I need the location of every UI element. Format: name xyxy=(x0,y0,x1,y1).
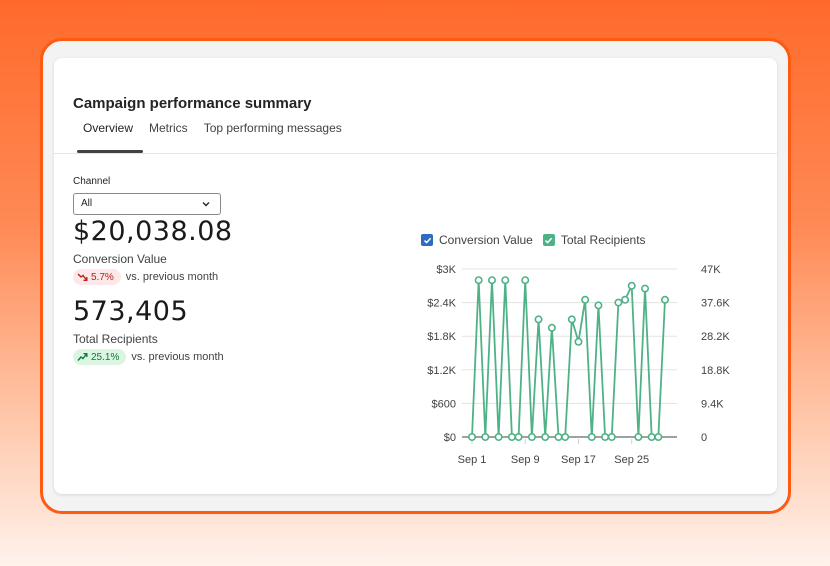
channel-selected-value: All xyxy=(81,198,93,209)
delta-percent: 25.1% xyxy=(91,351,120,363)
total-recipients-delta: 25.1% vs. previous month xyxy=(73,349,224,365)
tab-metrics[interactable]: Metrics xyxy=(149,121,188,135)
card-title: Campaign performance summary xyxy=(73,95,312,112)
checkbox-checked-icon[interactable] xyxy=(542,234,555,246)
data-point[interactable] xyxy=(621,295,630,304)
delta-comparison: vs. previous month xyxy=(131,351,224,363)
y-left-tick: $600 xyxy=(432,398,456,410)
conversion-value-amount: $20,038.08 xyxy=(73,216,233,247)
data-point[interactable] xyxy=(647,433,656,442)
data-point[interactable] xyxy=(587,433,596,442)
channel-label: Channel xyxy=(73,176,111,187)
tab-bar: Overview Metrics Top performing messages xyxy=(73,121,350,153)
data-point[interactable] xyxy=(561,433,570,442)
delta-percent: 5.7% xyxy=(91,271,114,283)
x-tick: Sep 9 xyxy=(511,454,540,466)
tab-top-performing-messages[interactable]: Top performing messages xyxy=(203,121,342,135)
delta-comparison: vs. previous month xyxy=(125,271,219,283)
data-point[interactable] xyxy=(627,281,636,290)
y-right-tick: 9.4K xyxy=(701,398,724,410)
chart-legend: Conversion Value Total Recipients xyxy=(421,233,656,247)
y-right-tick: 47K xyxy=(701,264,721,276)
campaign-summary-card: Campaign performance summary Overview Me… xyxy=(54,58,777,494)
data-point[interactable] xyxy=(581,295,590,304)
y-left-tick: $0 xyxy=(444,432,456,444)
y-right-tick: 0 xyxy=(701,432,707,444)
y-left-tick: $1.2K xyxy=(427,365,456,377)
data-point[interactable] xyxy=(594,301,603,310)
tab-overview[interactable]: Overview xyxy=(73,121,144,153)
data-point[interactable] xyxy=(661,295,670,304)
data-point[interactable] xyxy=(634,433,643,442)
x-tick: Sep 17 xyxy=(561,454,596,466)
data-point[interactable] xyxy=(467,433,476,442)
data-point[interactable] xyxy=(574,337,583,346)
data-point[interactable] xyxy=(567,315,576,324)
x-tick: Sep 25 xyxy=(614,454,649,466)
delta-badge-up: 25.1% xyxy=(73,349,127,365)
data-point[interactable] xyxy=(601,433,610,442)
tab-divider xyxy=(54,153,777,154)
data-point[interactable] xyxy=(474,276,483,285)
data-point[interactable] xyxy=(534,315,543,324)
data-point[interactable] xyxy=(641,284,650,293)
data-point[interactable] xyxy=(654,433,663,442)
delta-badge-down: 5.7% xyxy=(73,269,121,285)
y-left-tick: $1.8K xyxy=(427,331,456,343)
data-point[interactable] xyxy=(554,433,563,442)
legend-conversion-value[interactable]: Conversion Value xyxy=(421,233,533,247)
data-point[interactable] xyxy=(494,433,503,442)
data-point[interactable] xyxy=(541,433,550,442)
legend-total-recipients[interactable]: Total Recipients xyxy=(542,233,646,247)
legend-label: Total Recipients xyxy=(560,233,646,247)
total-recipients-amount: 573,405 xyxy=(73,296,189,327)
data-point[interactable] xyxy=(547,323,556,332)
data-point[interactable] xyxy=(521,276,530,285)
data-point[interactable] xyxy=(607,433,616,442)
checkbox-checked-icon[interactable] xyxy=(421,234,433,246)
data-point[interactable] xyxy=(514,433,523,442)
y-left-tick: $3K xyxy=(436,264,456,276)
y-right-tick: 37.6K xyxy=(701,298,730,310)
trending-down-icon xyxy=(77,273,88,281)
data-point[interactable] xyxy=(501,276,510,285)
conversion-value-label: Conversion Value xyxy=(73,252,167,266)
series-line xyxy=(471,279,666,438)
x-tick: Sep 1 xyxy=(458,454,487,466)
data-point[interactable] xyxy=(614,298,623,307)
conversion-value-delta: 5.7% vs. previous month xyxy=(73,269,218,285)
chevron-down-icon xyxy=(202,202,210,207)
data-point[interactable] xyxy=(527,433,536,442)
data-point[interactable] xyxy=(481,433,490,442)
y-right-tick: 18.8K xyxy=(701,365,730,377)
data-point[interactable] xyxy=(487,276,496,285)
total-recipients-label: Total Recipients xyxy=(73,332,158,346)
line-chart: $0 0 $600 9.4K $1.2K 18.8K $1.8K 28.2K $2.4K 37.6… xyxy=(427,264,730,466)
legend-label: Conversion Value xyxy=(439,233,533,247)
data-point[interactable] xyxy=(507,433,516,442)
y-left-tick: $2.4K xyxy=(427,298,456,310)
channel-dropdown[interactable]: All xyxy=(73,193,221,215)
screenshot-frame: Campaign performance summary Overview Me… xyxy=(40,38,791,514)
trending-up-icon xyxy=(77,353,88,361)
y-right-tick: 28.2K xyxy=(701,331,730,343)
